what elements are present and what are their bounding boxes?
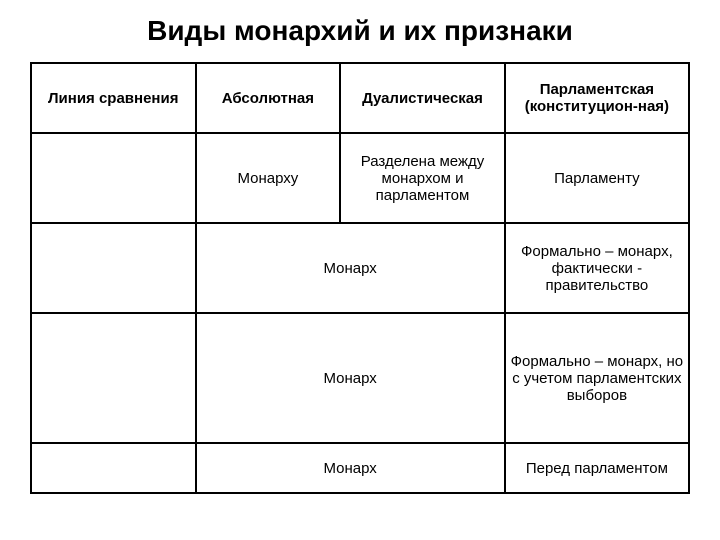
table-header-row: Линия сравнения Абсолютная Дуалистическа… xyxy=(31,63,689,133)
table-row: Монарх Формально – монарх, фактически - … xyxy=(31,223,689,313)
header-cell-1: Абсолютная xyxy=(196,63,341,133)
table-row: Монарху Разделена между монархом и парла… xyxy=(31,133,689,223)
cell-r1c1: Монарху xyxy=(196,133,341,223)
page-title: Виды монархий и их признаки xyxy=(30,15,690,47)
table-row: Монарх Формально – монарх, но с учетом п… xyxy=(31,313,689,443)
cell-r4c3: Перед парламентом xyxy=(505,443,689,493)
cell-r3c1-merged: Монарх xyxy=(196,313,505,443)
cell-r1c3: Парламенту xyxy=(505,133,689,223)
cell-r3c3: Формально – монарх, но с учетом парламен… xyxy=(505,313,689,443)
cell-r4c1-merged: Монарх xyxy=(196,443,505,493)
cell-r2c3: Формально – монарх, фактически - правите… xyxy=(505,223,689,313)
cell-r3c0 xyxy=(31,313,196,443)
header-cell-3: Парламентская (конституцион-ная) xyxy=(505,63,689,133)
cell-r2c0 xyxy=(31,223,196,313)
cell-r1c0 xyxy=(31,133,196,223)
comparison-table: Линия сравнения Абсолютная Дуалистическа… xyxy=(30,62,690,494)
header-cell-2: Дуалистическая xyxy=(340,63,505,133)
cell-r4c0 xyxy=(31,443,196,493)
cell-r1c2: Разделена между монархом и парламентом xyxy=(340,133,505,223)
header-cell-0: Линия сравнения xyxy=(31,63,196,133)
table-row: Монарх Перед парламентом xyxy=(31,443,689,493)
cell-r2c1-merged: Монарх xyxy=(196,223,505,313)
